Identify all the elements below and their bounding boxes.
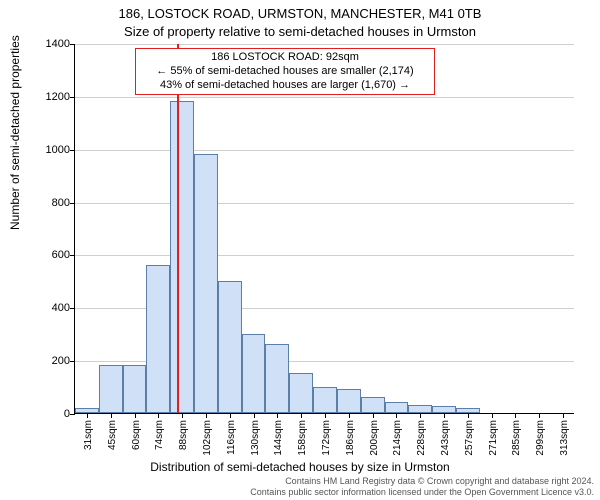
x-tick-mark	[254, 413, 255, 418]
annotation-line-2: ← 55% of semi-detached houses are smalle…	[140, 65, 430, 79]
chart-title-sub: Size of property relative to semi-detach…	[0, 24, 600, 39]
footer-text: Contains HM Land Registry data © Crown c…	[250, 476, 594, 498]
histogram-bar	[289, 373, 313, 413]
histogram-bar	[408, 405, 432, 413]
x-tick-mark	[420, 413, 421, 418]
gridline	[75, 255, 574, 256]
histogram-bar	[123, 365, 147, 413]
plot-area: 186 LOSTOCK ROAD: 92sqm← 55% of semi-det…	[74, 44, 574, 414]
marker-line	[177, 44, 179, 413]
x-tick-mark	[206, 413, 207, 418]
x-tick-mark	[539, 413, 540, 418]
y-tick-mark	[70, 414, 75, 415]
y-tick-label: 200	[30, 355, 70, 367]
x-tick-mark	[444, 413, 445, 418]
annotation-line-3: 43% of semi-detached houses are larger (…	[140, 79, 430, 93]
histogram-bar	[170, 101, 194, 413]
y-tick-mark	[70, 255, 75, 256]
x-axis-label: Distribution of semi-detached houses by …	[0, 460, 600, 474]
histogram-bar	[218, 281, 242, 413]
x-tick-mark	[515, 413, 516, 418]
histogram-bar	[361, 397, 385, 413]
x-tick-mark	[230, 413, 231, 418]
x-tick-mark	[373, 413, 374, 418]
histogram-bar	[385, 402, 409, 413]
histogram-bar	[194, 154, 218, 413]
x-tick-mark	[158, 413, 159, 418]
y-tick-label: 800	[30, 197, 70, 209]
histogram-bar	[313, 387, 337, 413]
chart-container: 186, LOSTOCK ROAD, URMSTON, MANCHESTER, …	[0, 0, 600, 500]
gridline	[75, 97, 574, 98]
y-tick-mark	[70, 308, 75, 309]
y-tick-mark	[70, 97, 75, 98]
gridline	[75, 44, 574, 45]
histogram-bar	[146, 265, 170, 413]
footer-line-2: Contains public sector information licen…	[250, 487, 594, 498]
chart-title-main: 186, LOSTOCK ROAD, URMSTON, MANCHESTER, …	[0, 6, 600, 21]
gridline	[75, 150, 574, 151]
x-tick-mark	[325, 413, 326, 418]
annotation-box: 186 LOSTOCK ROAD: 92sqm← 55% of semi-det…	[135, 48, 435, 95]
histogram-bar	[432, 406, 456, 413]
x-tick-mark	[492, 413, 493, 418]
y-tick-label: 1200	[30, 91, 70, 103]
y-tick-mark	[70, 361, 75, 362]
x-tick-mark	[396, 413, 397, 418]
y-tick-mark	[70, 203, 75, 204]
gridline	[75, 203, 574, 204]
x-tick-mark	[111, 413, 112, 418]
x-tick-mark	[182, 413, 183, 418]
x-tick-mark	[301, 413, 302, 418]
y-tick-label: 400	[30, 302, 70, 314]
histogram-bar	[99, 365, 123, 413]
x-tick-mark	[563, 413, 564, 418]
x-tick-mark	[349, 413, 350, 418]
annotation-line-1: 186 LOSTOCK ROAD: 92sqm	[140, 51, 430, 65]
y-axis-label: Number of semi-detached properties	[8, 35, 22, 230]
x-tick-mark	[277, 413, 278, 418]
y-tick-label: 0	[30, 408, 70, 420]
histogram-bar	[242, 334, 266, 413]
y-tick-label: 600	[30, 249, 70, 261]
histogram-bar	[337, 389, 361, 413]
y-tick-label: 1400	[30, 38, 70, 50]
histogram-bar	[265, 344, 289, 413]
x-tick-mark	[87, 413, 88, 418]
y-tick-mark	[70, 44, 75, 45]
x-tick-mark	[468, 413, 469, 418]
x-tick-mark	[135, 413, 136, 418]
footer-line-1: Contains HM Land Registry data © Crown c…	[250, 476, 594, 487]
y-tick-mark	[70, 150, 75, 151]
y-tick-label: 1000	[30, 144, 70, 156]
